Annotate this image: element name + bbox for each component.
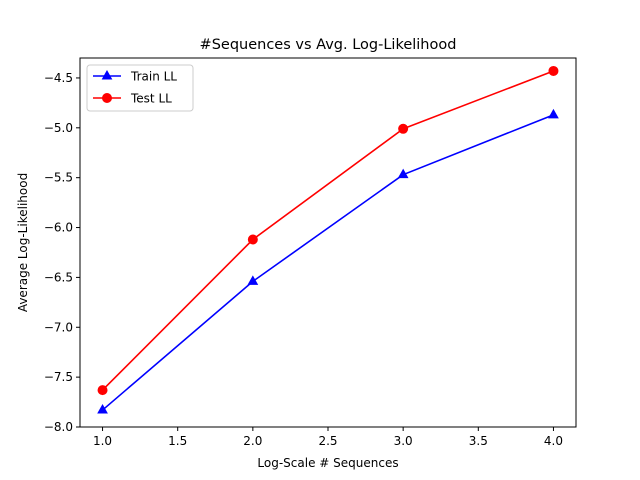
data-point-train-ll [247,275,259,285]
legend-marker-test-ll [102,93,112,103]
x-tick-label: 1.5 [168,434,187,448]
y-tick-label: −5.0 [44,121,73,135]
x-tick-label: 4.0 [544,434,563,448]
data-point-test-ll [548,65,559,76]
data-point-train-ll [397,168,409,179]
y-tick-label: −7.0 [44,320,73,334]
y-tick-label: −6.5 [44,270,73,284]
legend-label-test-ll: Test LL [130,92,172,106]
x-tick-label: 3.5 [469,434,488,448]
x-axis: 1.0 1.5 2.0 2.5 3.0 3.5 4.0 [93,427,563,448]
y-tick-label: −7.5 [44,370,73,384]
y-tick-label: −5.5 [44,171,73,185]
series-line-test-ll [101,70,554,391]
series-layer [97,65,559,414]
data-point-train-ll [97,404,108,414]
series-line-train-ll [102,114,554,411]
plot-area-frame [79,57,577,428]
data-point-test-ll [247,234,258,245]
y-tick-label: −6.0 [44,221,73,235]
x-tick-label: 1.0 [93,434,112,448]
chart-title: #Sequences vs Avg. Log-Likelihood [200,37,457,53]
x-tick-label: 2.0 [243,434,262,448]
x-tick-label: 2.5 [318,434,337,448]
y-axis: −8.0 −7.5 −7.0 −6.5 −6.0 −5.5 −5.0 −4.5 [44,71,80,434]
legend-marker-train-ll [101,69,113,80]
x-tick-label: 3.0 [394,434,413,448]
legend: Train LL Test LL [86,64,194,112]
data-point-train-ll [548,108,559,119]
y-tick-label: −8.0 [44,420,73,434]
data-point-test-ll [97,385,108,396]
x-axis-title: Log-Scale # Sequences [257,456,398,470]
legend-label-train-ll: Train LL [130,70,177,84]
y-tick-label: −4.5 [44,71,73,85]
data-point-test-ll [398,123,409,134]
y-axis-title: Average Log-Likelihood [16,173,30,312]
